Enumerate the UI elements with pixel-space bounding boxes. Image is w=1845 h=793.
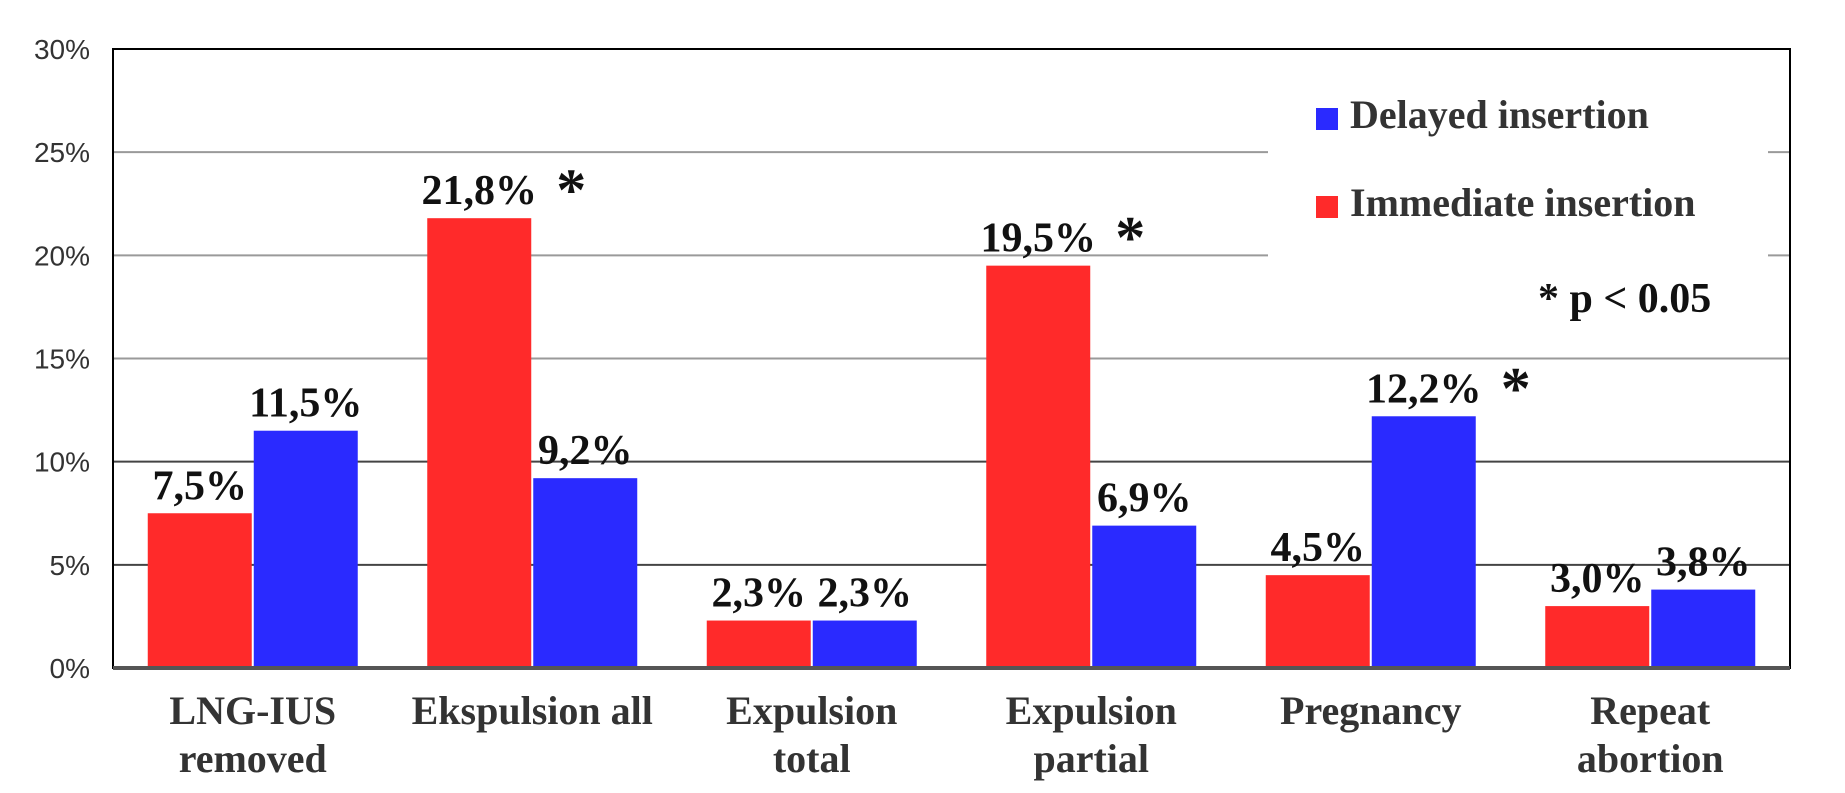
bar-immediate [986, 265, 1091, 668]
bar-delayed [533, 478, 638, 668]
y-tick-label: 0% [50, 653, 90, 684]
legend-label: Immediate insertion [1350, 180, 1696, 225]
legend-swatch [1316, 108, 1338, 130]
y-tick-label: 5% [50, 550, 90, 581]
y-axis-ticks: 0% 5% 10% 15% 20% 25% 30% [34, 34, 90, 684]
x-category-label: Expulsion partial [1006, 688, 1177, 781]
x-category-label: LNG-IUS removed [169, 688, 336, 781]
plot-frame [112, 48, 1791, 670]
data-label: 12,2% [1366, 366, 1482, 412]
y-tick-label: 15% [34, 344, 90, 375]
significance-star: * [1115, 205, 1145, 271]
y-tick-label: 10% [34, 447, 90, 478]
data-label: 11,5% [249, 381, 362, 427]
bar-immediate [427, 218, 532, 668]
bar-immediate [1545, 606, 1650, 668]
significance-star: * [1501, 355, 1531, 421]
legend-swatch [1316, 196, 1338, 218]
x-axis-categories: LNG-IUS removed Ekspulsion all Expulsion tot… [169, 688, 1723, 781]
legend-box [1268, 88, 1768, 264]
bar-delayed [812, 620, 917, 668]
data-label: 2,3% [818, 571, 913, 617]
data-label: 21,8% [422, 168, 538, 214]
bar-delayed [253, 430, 358, 668]
data-label: 4,5% [1271, 525, 1366, 571]
legend: Delayed insertion Immediate insertion [1268, 88, 1768, 264]
bar-delayed [1092, 525, 1197, 668]
data-label: 3,8% [1656, 540, 1751, 586]
data-label: 3,0% [1550, 556, 1645, 602]
x-category-label: Pregnancy [1280, 688, 1461, 733]
data-label: 6,9% [1097, 476, 1192, 522]
x-category-label: Repeat abortion [1577, 688, 1724, 781]
bar-immediate [1265, 575, 1370, 668]
significance-note: * p < 0.05 [1538, 276, 1711, 322]
data-label: 2,3% [712, 571, 807, 617]
bar-delayed [1651, 589, 1756, 668]
x-category-label: Ekspulsion all [412, 688, 653, 733]
data-labels: 7,5% 21,8% 2,3% 19,5% 4,5% 3,0% 11,5% 9,2% 2,3% 6… [153, 157, 1751, 616]
x-category-label: Expulsion total [726, 688, 897, 781]
bars [147, 218, 1756, 668]
y-tick-label: 20% [34, 240, 90, 271]
bar-immediate [706, 620, 811, 668]
y-tick-label: 25% [34, 137, 90, 168]
bar-delayed [1371, 416, 1476, 668]
data-label: 7,5% [153, 463, 248, 509]
bar-immediate [147, 513, 252, 668]
data-label: 9,2% [538, 428, 633, 474]
y-tick-label: 30% [34, 34, 90, 65]
data-label: 19,5% [981, 216, 1097, 262]
significance-star: * [556, 157, 586, 223]
legend-label: Delayed insertion [1350, 92, 1649, 137]
